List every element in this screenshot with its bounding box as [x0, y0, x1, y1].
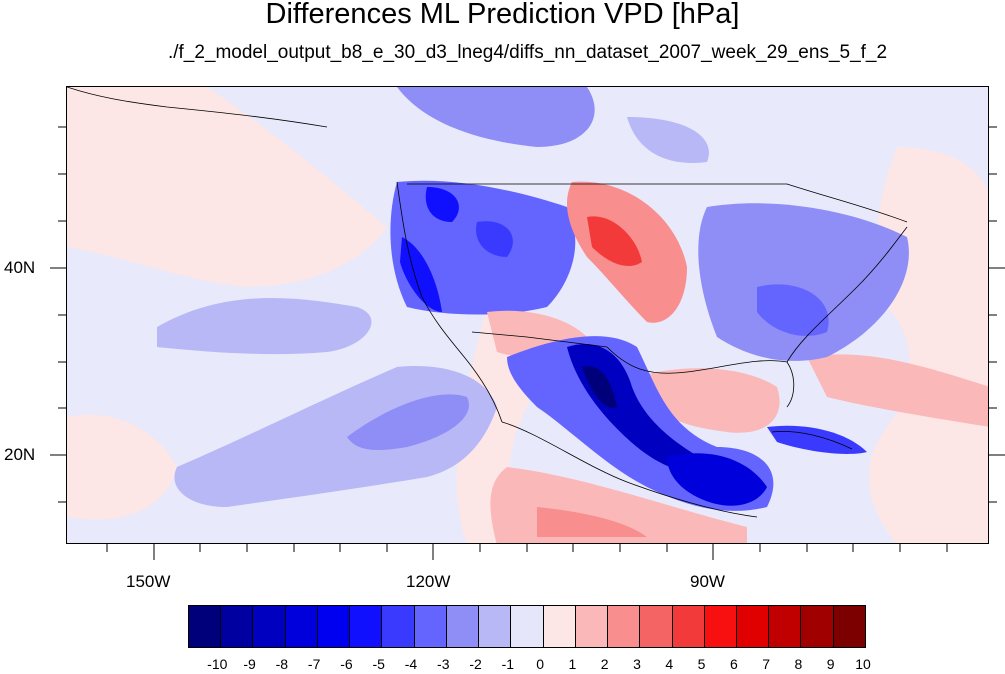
colorbar-label: -3 [437, 656, 450, 672]
field-blue-subtropical-core [347, 394, 469, 450]
colorbar-swatch [253, 606, 286, 647]
field-pink-atlantic-band [807, 354, 988, 427]
colorbar-swatch [801, 606, 834, 647]
colorbar [188, 605, 866, 648]
colorbar-labels: -10 -9 -8 -7 -6 -5 -4 -3 -2 -1 0 1 2 3 4 5 6 7 8 9 10 [0, 656, 1005, 674]
x-tick-label-120w: 120W [406, 572, 451, 591]
x-tick-label-90w: 90W [690, 572, 725, 591]
colorbar-label: -8 [275, 656, 289, 672]
colorbar-label: 3 [633, 656, 641, 672]
figure-title: Differences ML Prediction VPD [hPa] [265, 0, 740, 30]
colorbar-label: 0 [536, 656, 545, 672]
colorbar-swatch [608, 606, 641, 647]
colorbar-label: 6 [729, 656, 738, 672]
x-tick-label-150w: 150W [126, 572, 171, 591]
coastline-west-na [396, 181, 503, 423]
field-red-plains-core [587, 216, 642, 267]
colorbar-label: -7 [307, 656, 321, 672]
colorbar-label: -1 [501, 656, 515, 672]
colorbar-label: -5 [372, 656, 385, 672]
field-pink-pacific [67, 87, 387, 287]
colorbar-swatch [704, 606, 737, 647]
field-red-cent-am [537, 507, 647, 537]
colorbar-label: -9 [243, 656, 256, 672]
colorbar-label: -10 [207, 656, 228, 672]
colorbar-label: -4 [404, 656, 418, 672]
colorbar-swatch [350, 606, 383, 647]
field-blue-east-core [757, 284, 829, 336]
colorbar-label: 1 [568, 656, 577, 672]
field-blue-caribbean [767, 425, 867, 454]
field-blue-pacific-band [157, 298, 372, 355]
colorbar-swatch [317, 606, 351, 647]
figure-subtitle: ./f_2_model_output_b8_e_30_d3_lneg4/diff… [167, 42, 888, 63]
coastline-gulf [606, 346, 795, 408]
colorbar-swatch [672, 606, 705, 647]
colorbar-label: 4 [665, 656, 674, 672]
y-tick-label-20n: 20N [4, 445, 36, 464]
colorbar-swatch [414, 606, 447, 647]
border-us-canada [407, 183, 908, 223]
field-blue-idaho [476, 221, 513, 257]
colorbar-label: -6 [340, 656, 353, 672]
colorbar-swatch [446, 606, 480, 647]
colorbar-label: 8 [794, 656, 803, 672]
colorbar-label: 2 [600, 656, 609, 672]
colorbar-swatch [833, 606, 865, 647]
colorbar-swatch [736, 606, 770, 647]
colorbar-label: 10 [855, 656, 871, 672]
coastline-alaska [67, 87, 328, 128]
colorbar-label: 7 [762, 656, 771, 672]
map-panel [66, 86, 989, 544]
colorbar-label: 9 [826, 656, 835, 672]
coastline-cuba [771, 431, 853, 450]
colorbar-swatch [189, 606, 222, 647]
colorbar-swatch [543, 606, 576, 647]
y-tick-label-40n: 40N [4, 258, 36, 277]
colorbar-label: -2 [469, 656, 482, 672]
coastline-mexico [501, 421, 758, 518]
colorbar-swatch [769, 606, 802, 647]
border-us-mexico [471, 331, 608, 348]
field-blue-east-us [698, 203, 909, 361]
colorbar-swatch [382, 606, 415, 647]
field-blue-canada [627, 117, 709, 163]
field-blue-central-am [667, 453, 767, 506]
colorbar-swatch [479, 606, 512, 647]
field-blue-mexico-core [567, 343, 727, 476]
field-blue-ca [400, 237, 442, 312]
colorbar-swatch [221, 606, 254, 647]
field-blue-nw [425, 187, 459, 222]
colorbar-swatch [640, 606, 673, 647]
field-blue-north [397, 87, 595, 147]
map-field [67, 87, 988, 543]
coastline-east [786, 226, 908, 363]
field-blue-mexico-deep [582, 366, 617, 408]
colorbar-swatch [285, 606, 318, 647]
colorbar-swatch [575, 606, 609, 647]
colorbar-label: 5 [697, 656, 706, 672]
field-pink-south-pacific [67, 414, 177, 520]
colorbar-swatch [511, 606, 544, 647]
